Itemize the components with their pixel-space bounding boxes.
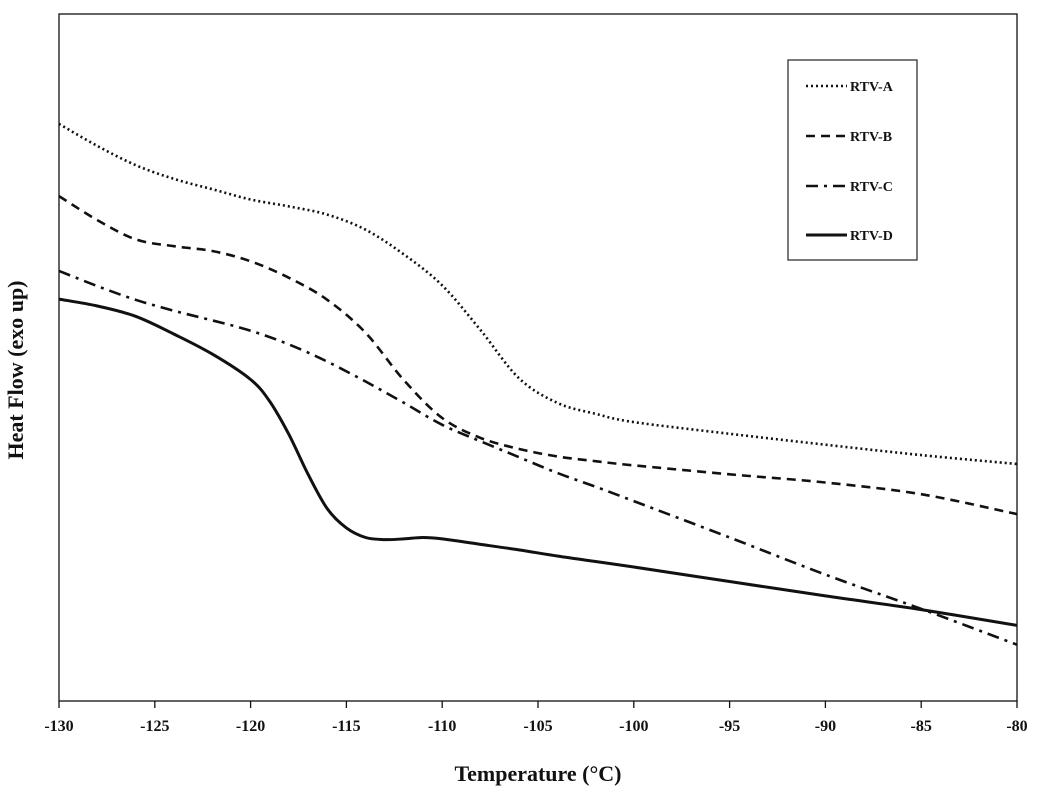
x-axis-ticks: -130 -125 -120 -115 -110 -105 -100 -95 -90 -85 -80 bbox=[44, 701, 1028, 735]
x-tick-label: -130 bbox=[44, 718, 73, 735]
x-tick-label: -115 bbox=[332, 718, 360, 735]
legend-label-rtv-c: RTV-C bbox=[850, 180, 893, 195]
x-tick-label: -100 bbox=[619, 718, 648, 735]
legend-box bbox=[787, 59, 918, 261]
x-tick-label: -95 bbox=[719, 718, 740, 735]
series-line-rtv-c bbox=[58, 269, 1018, 646]
series-layer bbox=[58, 122, 1018, 646]
legend-label-rtv-a: RTV-A bbox=[850, 80, 894, 95]
x-tick-label: -110 bbox=[428, 718, 456, 735]
x-tick-label: -120 bbox=[236, 718, 265, 735]
x-tick-label: -105 bbox=[523, 718, 552, 735]
x-tick-label: -80 bbox=[1006, 718, 1027, 735]
series-line-rtv-b bbox=[58, 194, 1018, 516]
x-tick-label: -90 bbox=[815, 718, 836, 735]
x-tick-label: -85 bbox=[911, 718, 932, 735]
legend-label-rtv-b: RTV-B bbox=[850, 130, 892, 145]
y-axis-title: Heat Flow (exo up) bbox=[3, 280, 28, 459]
x-tick-label: -125 bbox=[140, 718, 169, 735]
legend-label-rtv-d: RTV-D bbox=[850, 229, 893, 244]
series-line-rtv-d bbox=[58, 297, 1018, 627]
series-line-rtv-a bbox=[58, 122, 1018, 466]
x-axis-title: Temperature (°C) bbox=[454, 761, 621, 786]
legend: RTV-A RTV-B RTV-C RTV-D bbox=[787, 59, 918, 261]
